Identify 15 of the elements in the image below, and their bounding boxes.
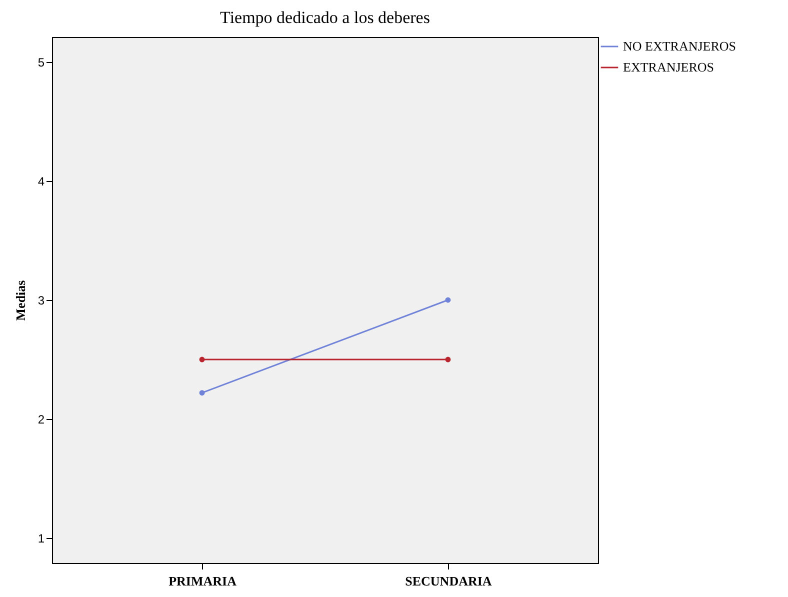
- y-tick-label: 5: [38, 55, 45, 70]
- y-axis-title: Medias: [12, 280, 28, 321]
- y-tick-label: 3: [38, 294, 45, 308]
- x-tick-label: SECUNDARIA: [405, 574, 492, 588]
- x-tick-label: PRIMARIA: [168, 574, 238, 588]
- y-tick-label: 1: [38, 532, 45, 546]
- y-tick-label: 2: [38, 412, 45, 427]
- point: [445, 356, 451, 362]
- point: [445, 297, 451, 303]
- point: [199, 390, 205, 396]
- y-tick-label: 4: [38, 174, 45, 188]
- chart-title: Tiempo dedicado a los deberes: [220, 8, 430, 27]
- point: [199, 356, 205, 362]
- legend-label: EXTRANJEROS: [623, 60, 714, 74]
- legend-label: NO EXTRANJEROS: [623, 38, 736, 54]
